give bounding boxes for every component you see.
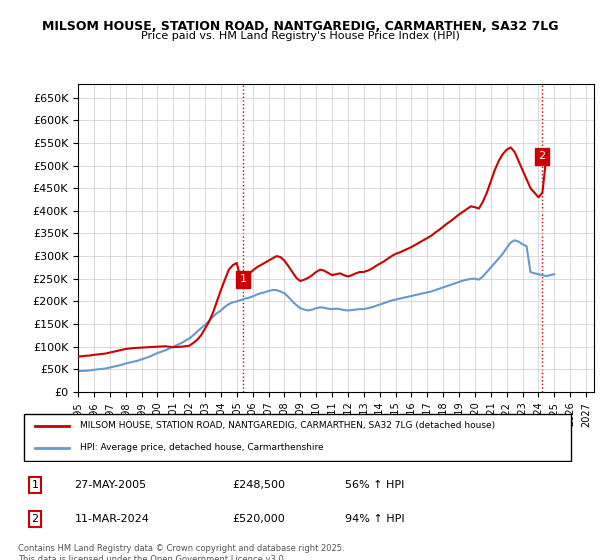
Text: £520,000: £520,000: [232, 514, 285, 524]
Text: 27-MAY-2005: 27-MAY-2005: [74, 480, 146, 490]
Text: 94% ↑ HPI: 94% ↑ HPI: [345, 514, 405, 524]
Text: HPI: Average price, detached house, Carmarthenshire: HPI: Average price, detached house, Carm…: [80, 444, 323, 452]
Text: 1: 1: [31, 480, 38, 490]
Text: 11-MAR-2024: 11-MAR-2024: [74, 514, 149, 524]
Text: 2: 2: [31, 514, 38, 524]
Text: MILSOM HOUSE, STATION ROAD, NANTGAREDIG, CARMARTHEN, SA32 7LG (detached house): MILSOM HOUSE, STATION ROAD, NANTGAREDIG,…: [80, 421, 495, 430]
FancyBboxPatch shape: [23, 414, 571, 461]
Text: 56% ↑ HPI: 56% ↑ HPI: [345, 480, 404, 490]
Text: 2: 2: [538, 151, 545, 161]
Text: Contains HM Land Registry data © Crown copyright and database right 2025.
This d: Contains HM Land Registry data © Crown c…: [18, 544, 344, 560]
Text: Price paid vs. HM Land Registry's House Price Index (HPI): Price paid vs. HM Land Registry's House …: [140, 31, 460, 41]
Text: MILSOM HOUSE, STATION ROAD, NANTGAREDIG, CARMARTHEN, SA32 7LG: MILSOM HOUSE, STATION ROAD, NANTGAREDIG,…: [42, 20, 558, 32]
Text: £248,500: £248,500: [232, 480, 286, 490]
Text: 1: 1: [239, 274, 247, 284]
